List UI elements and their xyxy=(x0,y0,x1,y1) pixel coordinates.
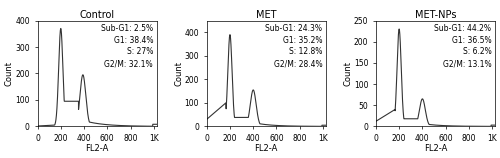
Y-axis label: Count: Count xyxy=(174,61,183,86)
X-axis label: FL2-A: FL2-A xyxy=(254,144,278,153)
X-axis label: FL2-A: FL2-A xyxy=(424,144,447,153)
Title: MET: MET xyxy=(256,10,276,20)
Text: Sub-G1: 44.2%
G1: 36.5%
S: 6.2%
G2/M: 13.1%: Sub-G1: 44.2% G1: 36.5% S: 6.2% G2/M: 13… xyxy=(434,24,492,68)
Text: Sub-G1: 24.3%
G1: 35.2%
S: 12.8%
G2/M: 28.4%: Sub-G1: 24.3% G1: 35.2% S: 12.8% G2/M: 2… xyxy=(265,24,322,68)
Title: MET-NPs: MET-NPs xyxy=(414,10,456,20)
Title: Control: Control xyxy=(80,10,114,20)
Text: Sub-G1: 2.5%
G1: 38.4%
S: 27%
G2/M: 32.1%: Sub-G1: 2.5% G1: 38.4% S: 27% G2/M: 32.1… xyxy=(101,24,153,68)
Y-axis label: Count: Count xyxy=(344,61,352,86)
X-axis label: FL2-A: FL2-A xyxy=(86,144,109,153)
Y-axis label: Count: Count xyxy=(5,61,14,86)
